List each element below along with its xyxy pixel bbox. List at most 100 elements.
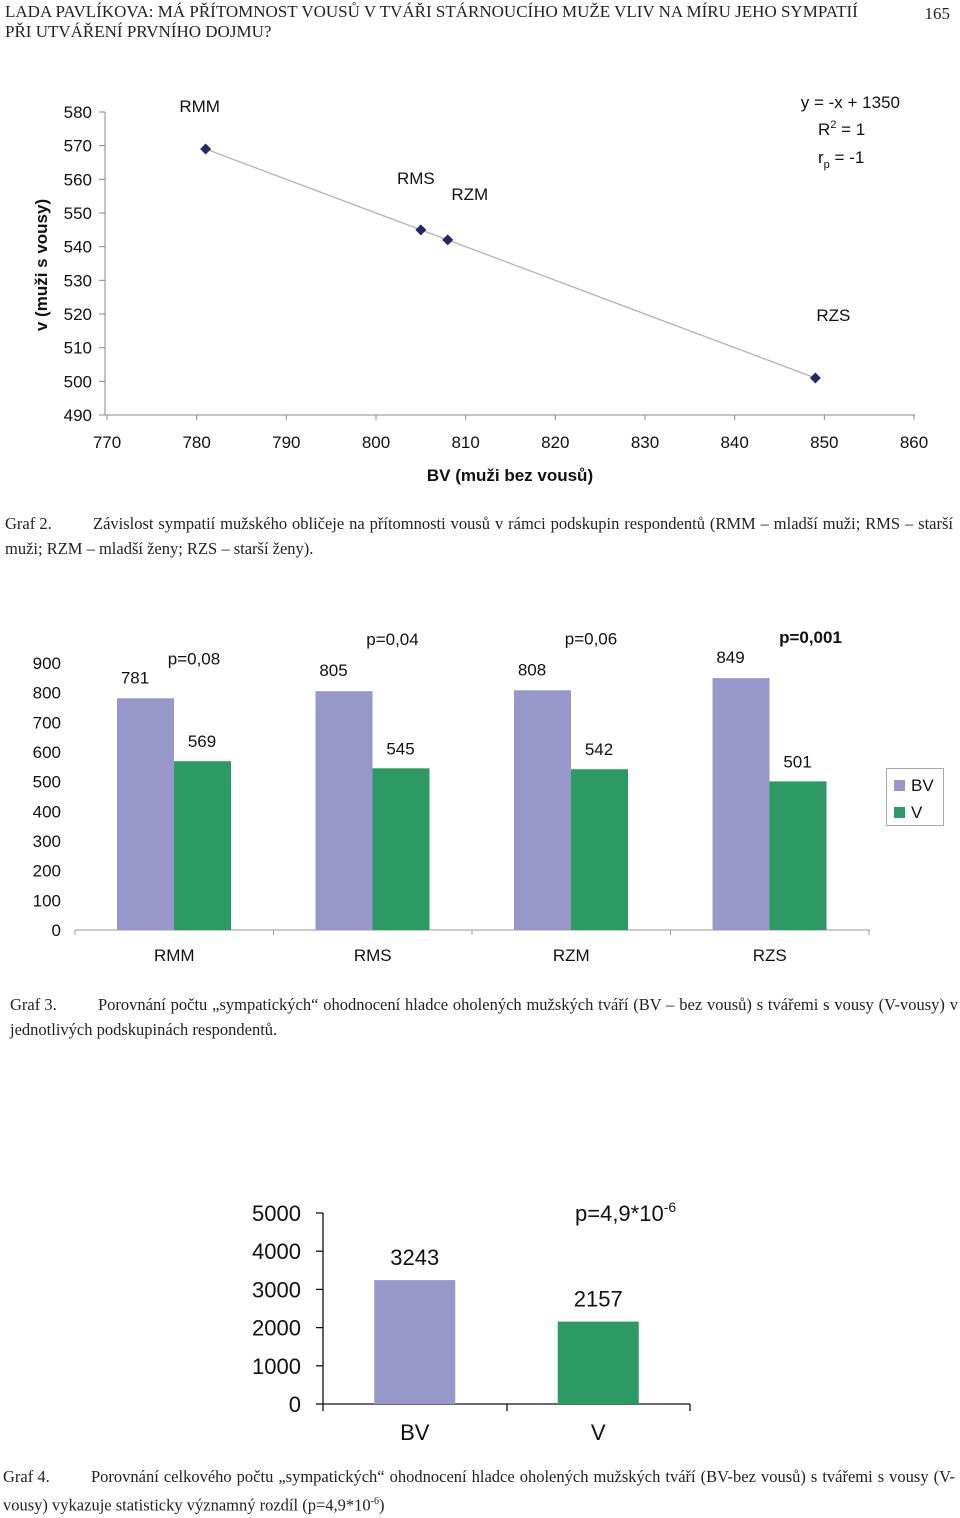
graf2-r-squared: R2 = 1 <box>818 119 865 139</box>
graf3-bar-v-rmm <box>174 761 231 930</box>
graf2-point-label-rms: RMS <box>397 169 435 188</box>
graf3-caption-label: Graf 3. <box>10 995 57 1014</box>
graf3-category-label: RMM <box>154 946 195 965</box>
graf3-y-tick-label: 600 <box>33 743 61 762</box>
graf3-category-label: RZS <box>753 946 787 965</box>
graf3-pvalue-label: p=0,001 <box>779 628 842 647</box>
graf2-point-rms <box>415 224 427 236</box>
graf3-value-label-bv: 849 <box>716 648 744 667</box>
graf2-pearson-r: rp = -1 <box>818 148 864 171</box>
graf4-caption-end: ) <box>379 1495 385 1515</box>
graf4-caption-sup: -6 <box>370 1496 379 1507</box>
graf4-y-tick-label: 4000 <box>252 1239 301 1264</box>
graf4-chart: 5000 4000 3000 2000 1000 0 BV V 3243 2157 p=4,9… <box>252 1199 691 1445</box>
graf3-bar-bv-rmm <box>117 698 174 930</box>
graf2-y-tick-label: 490 <box>64 406 92 425</box>
graf2-point-label-rmm: RMM <box>179 97 220 116</box>
graf2-y-tick-label: 500 <box>64 372 92 391</box>
graf4-pvalue: p=4,9*10-6 <box>575 1199 676 1226</box>
graf3-bar-bv-rzm <box>514 690 571 930</box>
graf2-x-axis-label: BV (muži bez vousů) <box>427 466 593 485</box>
graf2-x-tick-label: 800 <box>362 433 390 452</box>
graf3-y-tick-label: 800 <box>33 684 61 703</box>
graf2-y-tick-label: 510 <box>64 339 92 358</box>
graf2-x-tick-label: 820 <box>541 433 569 452</box>
graf2-caption-label: Graf 2. <box>5 514 52 533</box>
graf3-value-label-bv: 781 <box>121 668 149 687</box>
graf2-x-tick-label: 780 <box>182 433 210 452</box>
graf3-y-tick-label: 100 <box>33 891 61 910</box>
legend-swatch-bv <box>894 780 905 791</box>
graf3-bar-bv-rzs <box>712 678 770 930</box>
graf2-y-tick-label: 520 <box>64 305 92 324</box>
graf3-bar-bv-rms <box>315 691 373 930</box>
graf4-caption-label: Graf 4. <box>3 1467 50 1486</box>
graf3-y-tick-label: 200 <box>33 862 61 881</box>
page-number: 165 <box>924 4 951 23</box>
graf2-point-rmm <box>200 143 212 155</box>
graf2-x-tick-label: 850 <box>810 433 838 452</box>
graf2-y-tick-label: 530 <box>64 271 92 290</box>
graf3-y-tick-label: 400 <box>33 802 61 821</box>
graf2-caption: Graf 2. Závislost sympatií mužského oblič… <box>5 511 953 561</box>
graf3-value-label-bv: 808 <box>518 660 546 679</box>
legend-item-v: V <box>894 799 943 826</box>
graf3-value-label-bv: 805 <box>319 661 347 680</box>
graf3-y-tick-label: 0 <box>52 921 61 940</box>
graf3-caption-text: Porovnání počtu „sympatických“ ohodnocen… <box>10 995 958 1039</box>
graf3-y-tick-label: 900 <box>33 654 61 673</box>
graf3-value-label-v: 569 <box>188 732 216 751</box>
graf2-y-tick-label: 570 <box>64 137 92 156</box>
graf3-value-label-v: 545 <box>386 739 414 758</box>
graf4-category-label: BV <box>400 1420 430 1445</box>
graf3-caption: Graf 3. Porovnání počtu „sympatických“ oh… <box>10 992 958 1042</box>
graf4-y-tick-label: 1000 <box>252 1354 301 1379</box>
running-header: LADA PAVLÍKOVA: MÁ PŘÍTOMNOST VOUSŮ V TV… <box>5 2 858 41</box>
graf3-category-label: RMS <box>354 946 392 965</box>
graf2-y-tick-label: 580 <box>64 103 92 122</box>
graf3-value-label-v: 501 <box>783 752 811 771</box>
graf2-x-tick-label: 860 <box>900 433 928 452</box>
graf4-bar-v <box>557 1321 639 1404</box>
graf2-equation: y = -x + 1350 <box>801 93 900 112</box>
graf2-point-label-rzs: RZS <box>816 306 850 325</box>
graf2-x-axis: 770 780 790 800 810 820 830 840 850 860 <box>93 414 928 452</box>
graf2-caption-text: Závislost sympatií mužského obličeje na … <box>5 514 953 558</box>
graf2-y-tick-label: 540 <box>64 238 92 257</box>
graf3-bar-v-rms <box>372 768 430 930</box>
graf4-value-label: 3243 <box>390 1245 439 1270</box>
graf4-caption: Graf 4. Porovnání celkového počtu „sympat… <box>3 1464 955 1518</box>
graf2-y-tick-label: 550 <box>64 204 92 223</box>
graf4-y-tick-label: 2000 <box>252 1316 301 1341</box>
graf2-point-rzs <box>809 372 821 384</box>
graf3-pvalue-label: p=0,04 <box>366 630 418 649</box>
legend-item-bv: BV <box>894 772 943 799</box>
graf2-x-tick-label: 840 <box>720 433 748 452</box>
graf2-point-label-rzm: RZM <box>451 185 488 204</box>
graf3-y-tick-label: 300 <box>33 832 61 851</box>
graf4-category-label: V <box>591 1420 606 1445</box>
graf4-y-tick-label: 5000 <box>252 1201 301 1226</box>
graf4-y-tick-label: 3000 <box>252 1277 301 1302</box>
legend-swatch-v <box>894 807 905 818</box>
graf3-value-label-v: 542 <box>585 740 613 759</box>
graf2-y-axis-label: v (muži s vousy) <box>32 199 51 331</box>
graf3-pvalue-label: p=0,08 <box>168 649 220 668</box>
graf4-caption-text: Porovnání celkového počtu „sympatických“… <box>3 1467 955 1515</box>
graf4-bar-bv <box>374 1280 456 1404</box>
graf3-category-label: RZM <box>553 946 590 965</box>
graf2-point-rzm <box>442 234 454 246</box>
graf4-value-label: 2157 <box>574 1287 623 1312</box>
graf2-x-tick-label: 790 <box>272 433 300 452</box>
graf2-chart: 580 570 560 550 540 530 520 510 500 490 770 780 790… <box>32 93 928 485</box>
graf2-x-tick-label: 830 <box>631 433 659 452</box>
graf2-y-tick-label: 560 <box>64 170 92 189</box>
graf2-x-tick-label: 810 <box>451 433 479 452</box>
graf3-chart: 900 800 700 600 500 400 300 200 100 0 RMM RMS RZM RZ… <box>33 628 870 965</box>
graf4-y-tick-label: 0 <box>289 1392 301 1417</box>
graf3-y-tick-label: 500 <box>33 773 61 792</box>
graf3-bar-v-rzs <box>769 781 827 930</box>
graf3-pvalue-label: p=0,06 <box>565 629 617 648</box>
graf3-bar-v-rzm <box>571 769 628 930</box>
graf2-y-axis: 580 570 560 550 540 530 520 510 500 490 <box>64 103 106 425</box>
